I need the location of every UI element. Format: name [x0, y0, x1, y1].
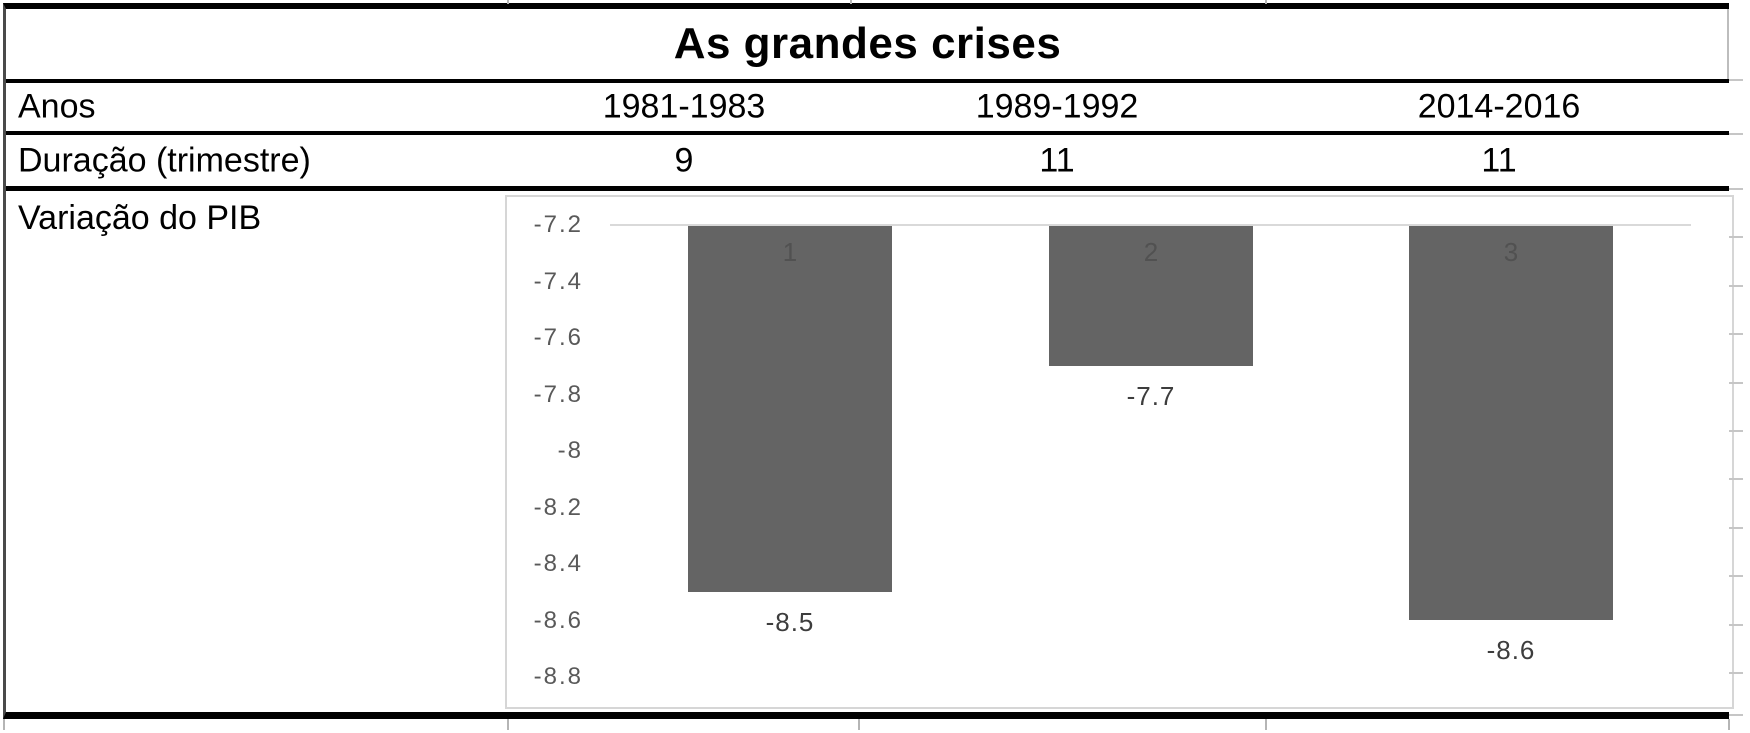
y-axis-tick-label: -7.2: [533, 211, 583, 238]
y-axis-tick-label: -8.2: [533, 493, 583, 521]
gridline-stub-right: [1729, 236, 1743, 238]
gridline-stub-right: [1729, 188, 1743, 190]
gridline-stub-right: [1729, 527, 1743, 529]
bar-data-label: -8.6: [1486, 635, 1536, 665]
y-axis-tick-label: -8.6: [533, 606, 583, 634]
gridline-stub-bottom: [1728, 719, 1730, 730]
table-row-variacao-pib: Variação do PIB: [6, 191, 1729, 712]
bar-category-number: 3: [1503, 237, 1519, 267]
gridline-stub-bottom: [507, 719, 509, 730]
bar-category-number: 2: [1143, 237, 1159, 267]
table-title: As grandes crises: [673, 19, 1062, 68]
anos-value-3: 2014-2016: [1417, 87, 1581, 126]
anos-value-2: 1989-1992: [975, 87, 1139, 126]
y-axis-tick-label: -7.8: [533, 380, 583, 408]
y-axis-tick-label: -8.8: [533, 663, 583, 690]
bar-category-number: 1: [782, 237, 798, 267]
gridline-stub-top: [507, 0, 509, 4]
gridline-stub-bottom: [858, 719, 860, 730]
gridline-stub-right: [1729, 333, 1743, 335]
table-row-duracao: Duração (trimestre) 9 11 11: [6, 135, 1729, 191]
row-label-duracao: Duração (trimestre): [18, 141, 311, 179]
gridline-stub-top: [1265, 0, 1267, 4]
y-axis-tick-label: -7.4: [533, 267, 583, 295]
pib-bar-chart: -7.2 -7.4 -7.6 -7.8 -8 -8.2 -8.4 -8.6 -8.8 1 -8.5 2…: [505, 195, 1734, 709]
table-right-border: [1727, 9, 1729, 79]
gridline-stub-right: [1729, 672, 1743, 674]
gridline-stub-bottom: [1265, 719, 1267, 730]
pib-bar: [688, 226, 892, 592]
gridline-stub-right: [1729, 382, 1743, 384]
gridline-top: [610, 224, 1691, 226]
bar-data-label: -8.5: [765, 607, 815, 637]
gridline-stub-right: [1729, 285, 1743, 287]
duracao-value-1: 9: [674, 141, 694, 179]
duracao-value-3: 11: [1481, 141, 1517, 179]
y-axis-tick-label: -7.6: [533, 324, 583, 351]
anos-value-1: 1981-1983: [602, 87, 766, 126]
gridline-stub-right: [1729, 133, 1743, 135]
gridline-stub-right: [1729, 624, 1743, 626]
bar-data-label: -7.7: [1126, 381, 1176, 411]
gridline-stub-right: [1729, 79, 1743, 81]
table-row-anos: Anos 1981-1983 1989-1992 2014-2016: [6, 83, 1729, 135]
gridline-stub-top: [850, 0, 852, 4]
gridline-stub-right: [1729, 430, 1743, 432]
gridline-stub-right: [1729, 478, 1743, 480]
y-axis-tick-label: -8.4: [533, 550, 583, 577]
gridline-stub-bottom: [3, 719, 5, 730]
gridline-stub-right: [1729, 714, 1743, 716]
row-label-anos: Anos: [18, 87, 96, 126]
duracao-value-2: 11: [1039, 141, 1075, 179]
y-axis-tick-label: -8: [557, 437, 583, 464]
gridline-stub-right: [1729, 575, 1743, 577]
row-label-variacao-pib: Variação do PIB: [18, 199, 262, 237]
pib-bar: [1049, 226, 1253, 366]
pib-bar: [1409, 226, 1613, 620]
table-title-row: As grandes crises: [6, 9, 1729, 83]
